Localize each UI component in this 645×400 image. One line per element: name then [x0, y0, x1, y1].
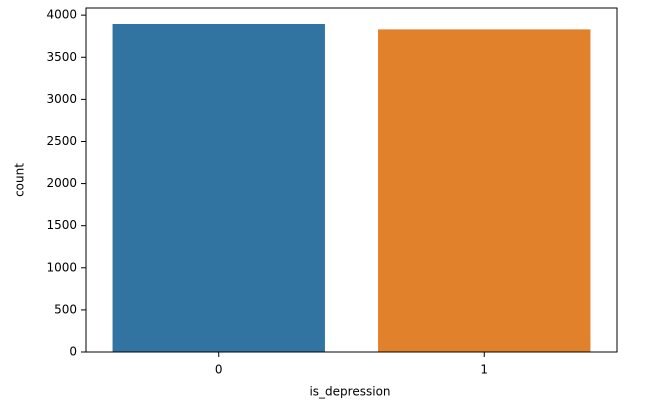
x-tick-label: 1: [480, 363, 488, 377]
y-tick-label: 3500: [46, 50, 77, 64]
y-tick-label: 500: [54, 302, 77, 316]
y-axis-label: count: [13, 163, 27, 197]
y-tick-label: 2000: [46, 176, 77, 190]
x-tick-label: 0: [215, 363, 223, 377]
y-tick-label: 1500: [46, 218, 77, 232]
bar: [112, 24, 325, 352]
bar: [378, 29, 591, 353]
y-tick-label: 1000: [46, 260, 77, 274]
y-tick-label: 2500: [46, 134, 77, 148]
y-tick-label: 4000: [46, 8, 77, 22]
y-tick-label: 3000: [46, 92, 77, 106]
axes-frame: [85, 7, 618, 353]
x-axis-label: is_depression: [309, 385, 390, 399]
y-tick-label: 0: [69, 345, 77, 359]
